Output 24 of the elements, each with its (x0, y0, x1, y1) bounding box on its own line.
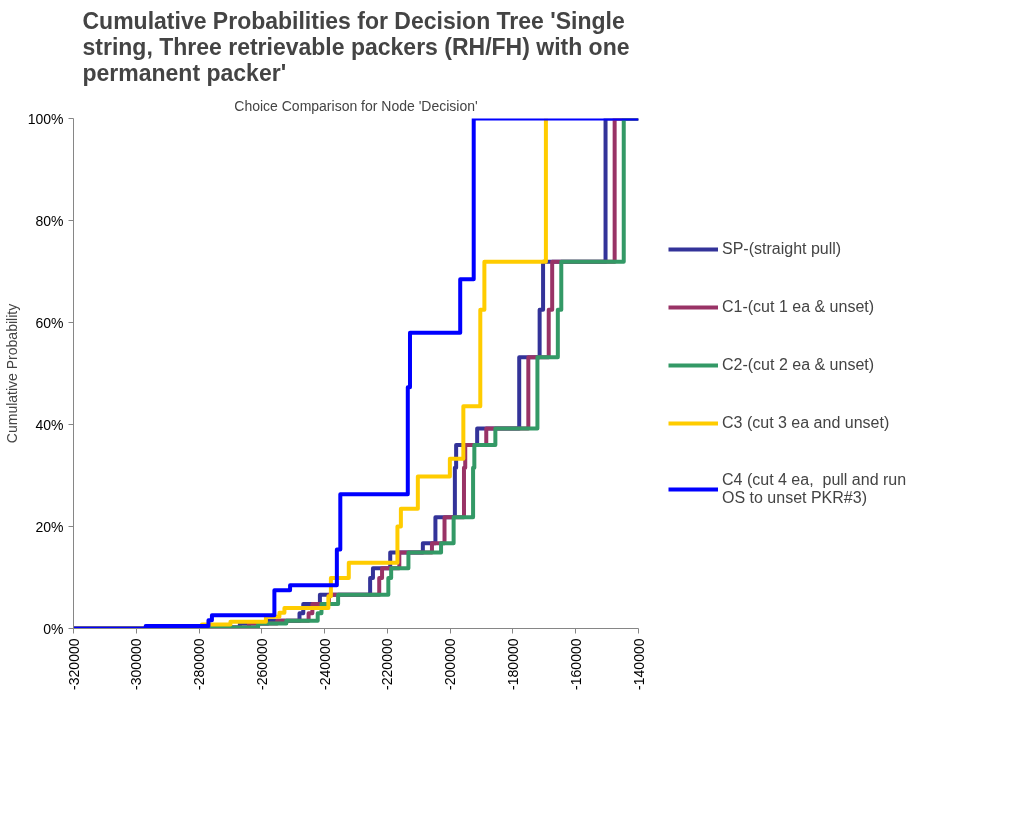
x-tick-label: -200000 (442, 638, 459, 690)
y-tick-label: 20% (35, 518, 64, 535)
x-tick-label: -320000 (65, 638, 82, 690)
x-tick-label: -140000 (630, 638, 647, 690)
legend-label: C2-(cut 2 ea & unset) (722, 355, 875, 375)
y-tick-label: 40% (35, 416, 64, 433)
x-tick-label: -180000 (504, 638, 521, 690)
legend-label: C4 (cut 4 ea, pull and run OS to unset PKR#3) (722, 471, 907, 507)
chart-subtitle: Choice Comparison for Node 'Decision' (234, 97, 478, 114)
x-tick-label: -220000 (379, 638, 396, 690)
x-tick-label: -280000 (191, 638, 208, 690)
legend-label: C3 (cut 3 ea and unset) (722, 413, 890, 433)
x-tick-label: -300000 (128, 638, 145, 690)
chart-title: Cumulative Probabilities for Decision Tree 'Single string, Three retrievable packers (RH/FH) with one permanent packer' (82, 7, 630, 86)
y-tick-label: 100% (27, 110, 64, 127)
y-tick-label: 60% (35, 314, 64, 331)
x-tick-label: -260000 (253, 638, 270, 690)
y-axis-title: Cumulative Probability (3, 303, 20, 444)
x-tick-label: -160000 (567, 638, 584, 690)
y-tick-label: 0% (43, 620, 64, 637)
legend-label: C1-(cut 1 ea & unset) (722, 297, 875, 317)
legend-label: SP-(straight pull) (722, 239, 842, 259)
y-tick-label: 80% (35, 212, 64, 229)
x-tick-label: -240000 (316, 638, 333, 690)
